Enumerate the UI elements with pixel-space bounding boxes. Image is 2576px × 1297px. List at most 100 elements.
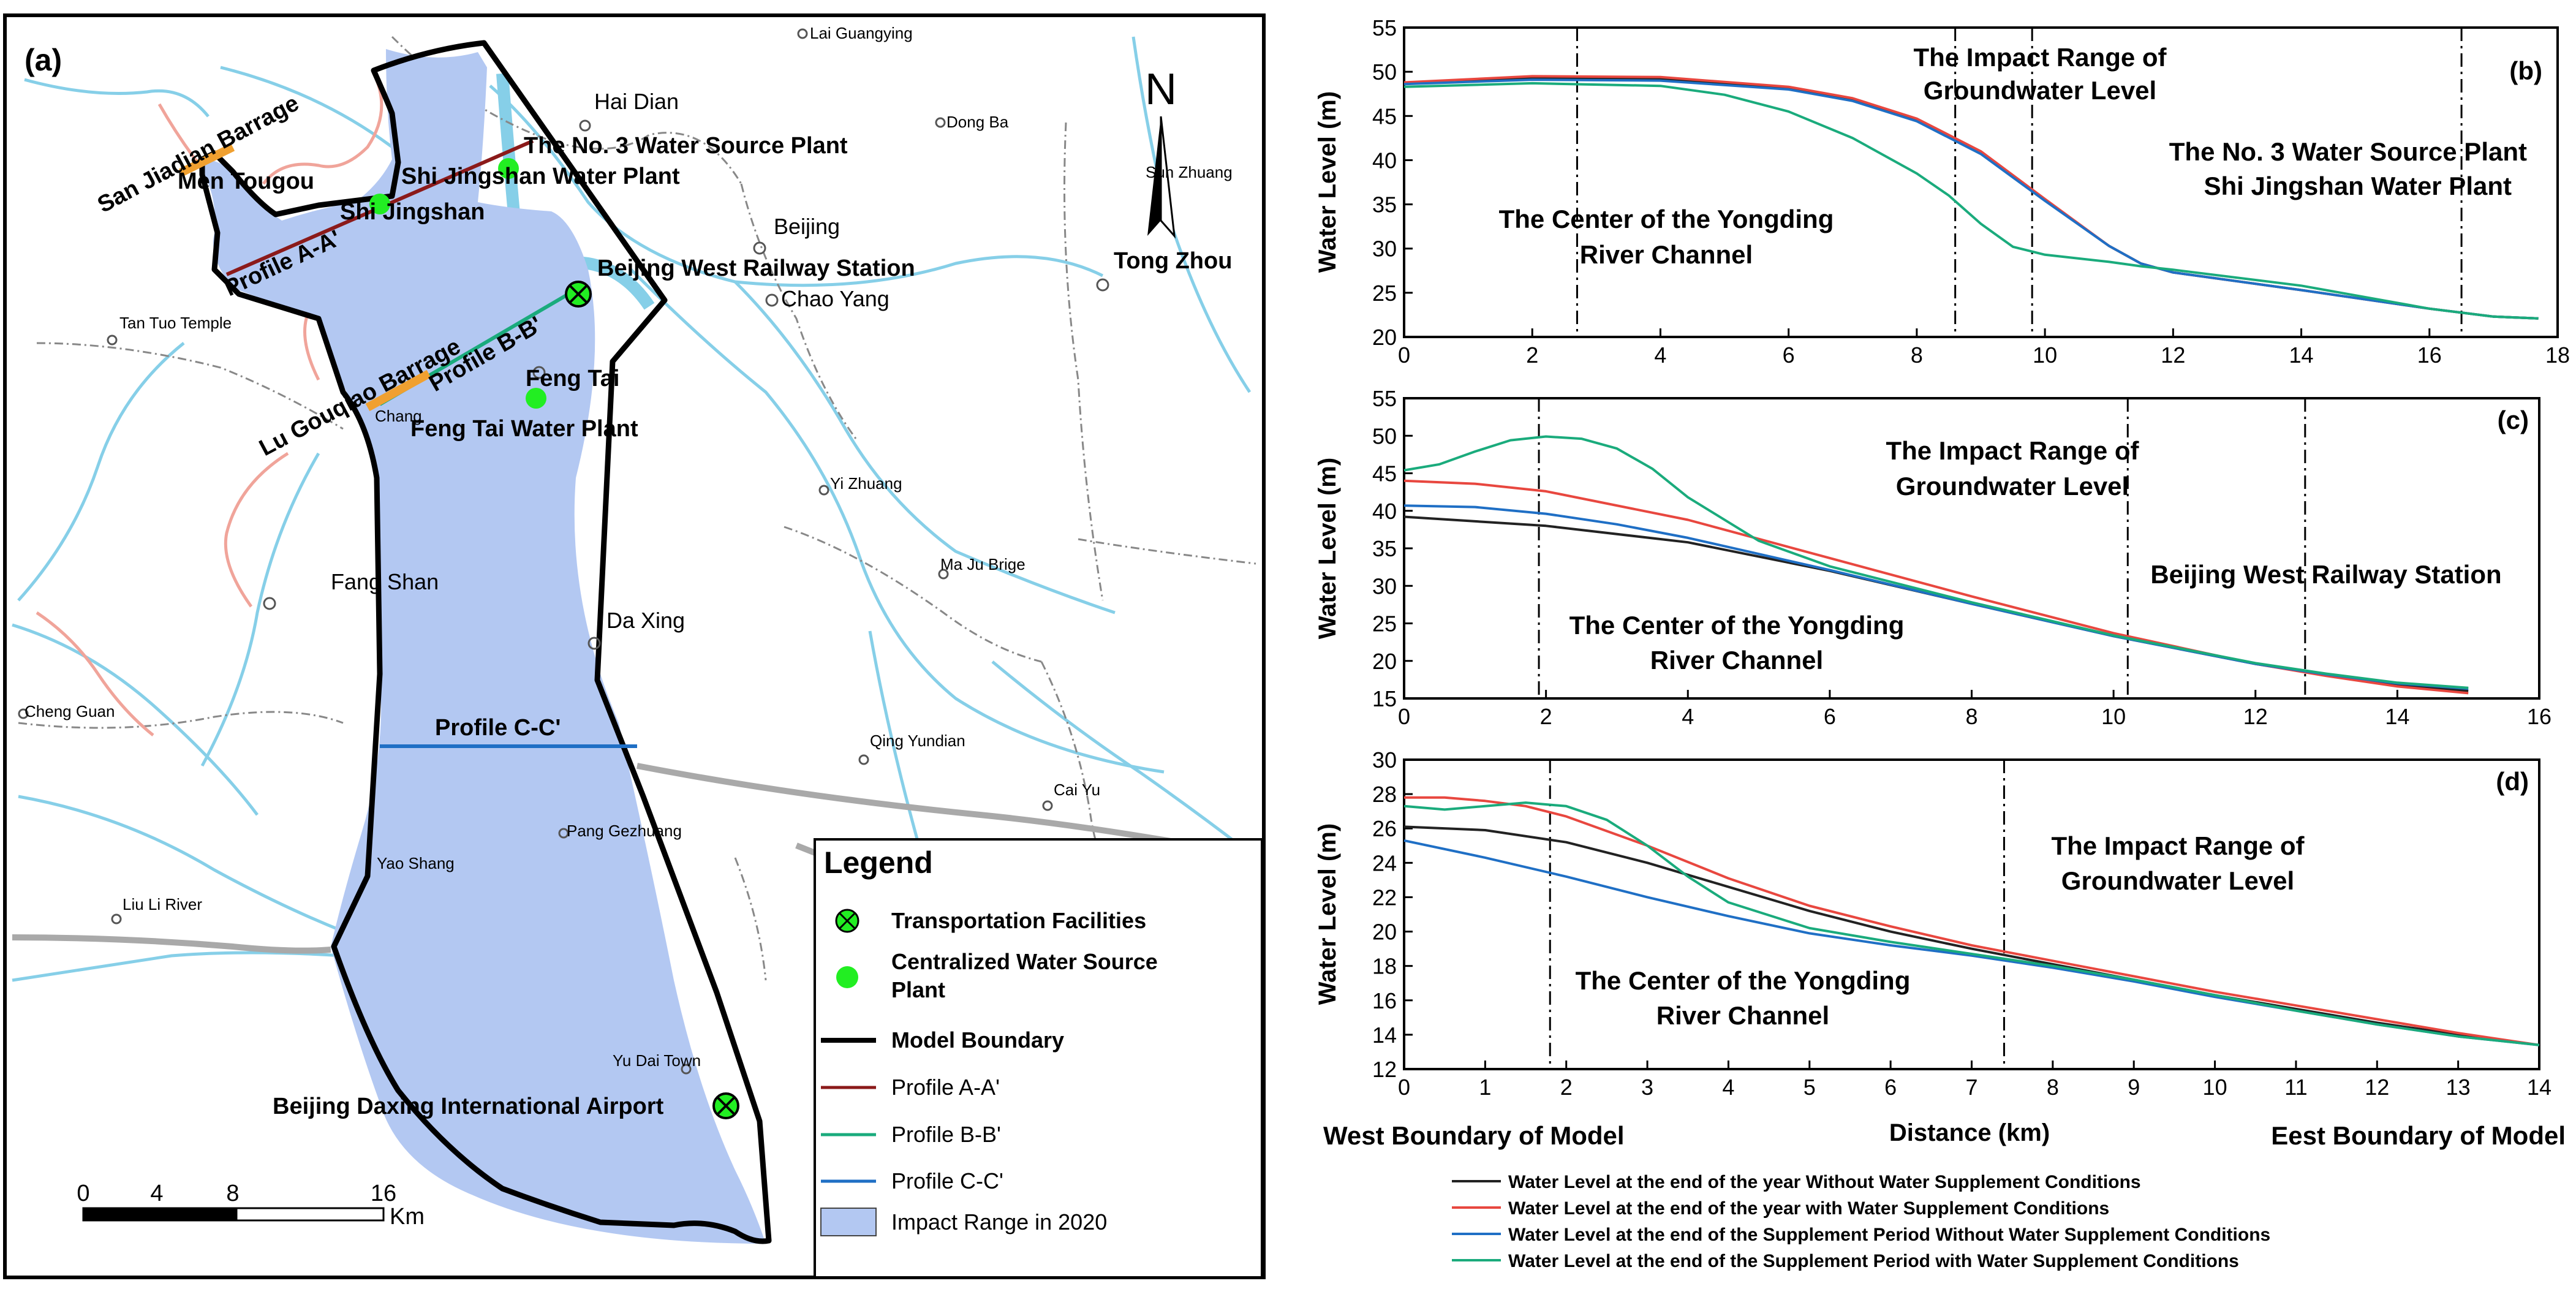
chart-c-series-2-line — [1403, 479, 2469, 695]
legend-plant-label-1: Centralized Water Source — [891, 949, 1158, 974]
chart-c-ytick-label: 45 — [1372, 461, 1397, 486]
chart-b-impact-2: Groundwater Level — [1924, 76, 2156, 105]
east-boundary-label: Eest Boundary of Model — [2271, 1121, 2566, 1150]
place-sun-zhuang: Sun Zhuang — [1146, 163, 1233, 181]
chart-c: 15 20 25 30 35 40 45 50 55 0 2 4 6 8 10 12 14 16 (c) The … — [1372, 386, 2551, 729]
chart-d-xtick-label: 11 — [2284, 1075, 2307, 1100]
chart-d-series-3-line — [1403, 839, 2540, 1046]
model-boundary — [199, 40, 772, 1244]
chart-c-xtick-label: 10 — [2101, 704, 2126, 729]
chart-c-xtick-label: 12 — [2243, 704, 2268, 729]
chart-d-ytick-label: 22 — [1372, 885, 1397, 910]
chart-c-ytick-label: 30 — [1372, 573, 1397, 599]
chart-d-series-2-line — [1404, 796, 2540, 1046]
chart-d-xtick-label: 7 — [1965, 1075, 1977, 1100]
legend-s2-label: Water Level at the end of the year with … — [1508, 1198, 2109, 1219]
chart-b-xtick-label: 4 — [1654, 342, 1666, 368]
chart-d-xtick-label: 14 — [2527, 1075, 2551, 1100]
chart-b-xtick-label: 2 — [1526, 342, 1538, 368]
label-no3-plant: The No. 3 Water Source Plant — [524, 133, 848, 159]
chart-d-center-1: The Center of the Yongding — [1576, 966, 1911, 995]
chart-c-impact-2: Groundwater Level — [1896, 472, 2129, 501]
scale-tick-8: 8 — [226, 1181, 239, 1206]
place-hai-dian: Hai Dian — [594, 89, 679, 114]
place-yu-dai-town: Yu Dai Town — [613, 1051, 701, 1070]
chart-d-xtick-label: 8 — [2047, 1075, 2059, 1100]
chart-d-ytick-label: 26 — [1372, 816, 1397, 841]
chart-c-ytick-label: 50 — [1372, 423, 1397, 448]
chart-b-ylabel: Water Level (m) — [1314, 91, 1341, 273]
shi-jingshan-plant-marker — [369, 194, 390, 214]
chart-d-center-2: River Channel — [1656, 1001, 1829, 1030]
town-markers — [18, 28, 1109, 1075]
legend-plant-label-2: Plant — [891, 977, 945, 1002]
chart-b-ytick-label: 25 — [1372, 281, 1397, 306]
chart-c-bj-west: Beijing West Railway Station — [2150, 560, 2501, 589]
label-profile-c: Profile C-C' — [435, 715, 561, 741]
chart-c-series-3-line — [1403, 504, 2469, 690]
chart-c-impact-1: The Impact Range of — [1886, 436, 2139, 465]
chart-c-xtick-label: 6 — [1824, 704, 1836, 729]
chart-d-ytick-label: 24 — [1372, 850, 1397, 875]
place-feng-tai: Feng Tai — [526, 366, 619, 391]
chart-b-ytick-label: 55 — [1372, 15, 1397, 40]
chart-d-impact-1: The Impact Range of — [2051, 831, 2305, 860]
chart-b-ytick-label: 20 — [1372, 325, 1397, 350]
chart-c-xtick-label: 0 — [1398, 704, 1410, 729]
lu-gouqiao-barrage-mark — [365, 369, 431, 412]
chart-d-xtick-label: 5 — [1804, 1075, 1816, 1100]
place-chang: Chang — [375, 407, 422, 425]
chart-c-ylabel: Water Level (m) — [1314, 458, 1341, 639]
place-lai-guangying: Lai Guangying — [810, 24, 913, 42]
place-fang-shan: Fang Shan — [331, 569, 439, 594]
river-network — [12, 36, 1263, 1220]
chart-b-xtick-label: 8 — [1911, 342, 1923, 368]
legend-impact-label: Impact Range in 2020 — [891, 1209, 1107, 1235]
chart-c-xtick-label: 8 — [1965, 704, 1977, 729]
chart-b-xtick-label: 0 — [1398, 342, 1410, 368]
chart-b-frame — [1403, 26, 2559, 338]
impact-range-2020 — [200, 49, 766, 1244]
chart-d-series-4-line — [1403, 801, 2540, 1046]
scale-tick-4: 4 — [150, 1181, 163, 1206]
chart-b-xtick-label: 6 — [1783, 342, 1795, 368]
legend-s4-label: Water Level at the end of the Supplement… — [1508, 1251, 2239, 1271]
legend-transport-icon — [835, 909, 859, 933]
chart-b-ytick-label: 50 — [1372, 59, 1397, 85]
chart-xlabel: Distance (km) — [1889, 1119, 2050, 1146]
chart-b-xtick-label: 18 — [2545, 342, 2570, 368]
chart-c-series-1-line — [1403, 515, 2469, 692]
place-chao-yang: Chao Yang — [781, 286, 890, 311]
chart-d-xtick-label: 9 — [2128, 1075, 2140, 1100]
chart-b-xtick-label: 14 — [2289, 342, 2314, 368]
chart-c-xtick-label: 16 — [2527, 704, 2551, 729]
place-tan-tuo-temple: Tan Tuo Temple — [119, 314, 232, 332]
chart-d-xtick-label: 2 — [1560, 1075, 1573, 1100]
chart-d-ytick-label: 16 — [1372, 988, 1397, 1013]
north-label: N — [1145, 65, 1177, 114]
feng-tai-plant-marker — [526, 388, 546, 409]
scale-bar: 0 4 8 16 Km — [77, 1181, 425, 1230]
chart-c-xtick-label: 14 — [2385, 704, 2409, 729]
chart-d-xtick-label: 10 — [2203, 1075, 2227, 1100]
chart-c-ytick-label: 35 — [1372, 536, 1397, 561]
chart-d-ytick-label: 30 — [1372, 747, 1397, 773]
legend-s1-label: Water Level at the end of the year Witho… — [1508, 1172, 2141, 1192]
chart-d-ylabel: Water Level (m) — [1314, 823, 1341, 1005]
chart-c-center-2: River Channel — [1650, 646, 1823, 675]
chart-c-series-4-line — [1403, 435, 2469, 689]
map-legend: Legend Transportation Facilities Central… — [814, 838, 1263, 1279]
legend-s3-label: Water Level at the end of the Supplement… — [1508, 1225, 2270, 1245]
place-cheng-guan: Cheng Guan — [25, 702, 115, 720]
chart-b-impact-1: The Impact Range of — [1913, 43, 2167, 72]
chart-d-label: (d) — [2496, 767, 2529, 796]
chart-b-sjs: Shi Jingshan Water Plant — [2204, 172, 2512, 200]
chart-c-xtick-label: 2 — [1540, 704, 1552, 729]
place-da-xing: Da Xing — [606, 608, 685, 633]
chart-b-series-4-line — [1403, 81, 2539, 320]
legend-profile-c-label: Profile C-C' — [891, 1168, 1003, 1193]
san-jiadian-barrage-mark — [178, 143, 235, 177]
chart-c-ytick-label: 20 — [1372, 649, 1397, 674]
legend-boundary-label: Model Boundary — [891, 1027, 1064, 1053]
